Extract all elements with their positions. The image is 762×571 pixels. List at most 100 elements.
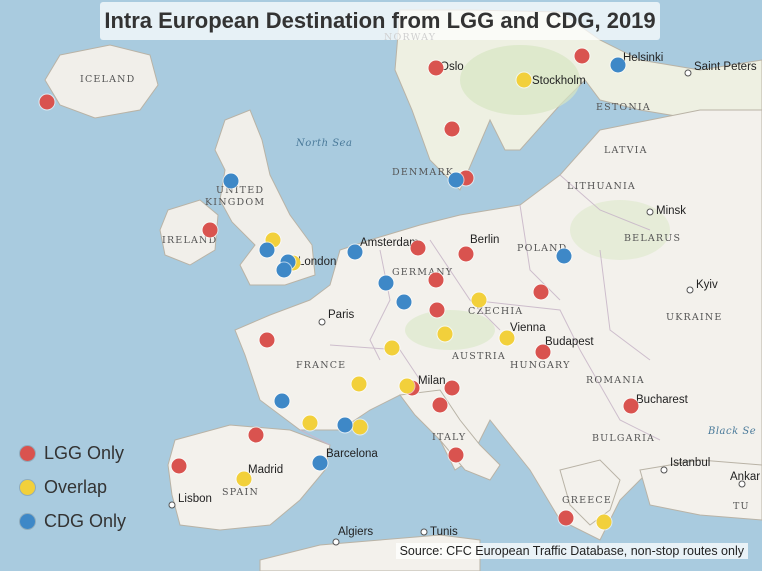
city-label-stockholm: Stockholm [532,75,586,87]
legend-label: CDG Only [44,510,127,531]
destination-marker-cdg[interactable] [396,294,412,310]
city-label-paris: Paris [328,309,355,321]
city-label-tunis: Tunis [430,526,458,538]
greece-land [559,459,621,526]
country-label-ukraine: UKRAINE [666,312,723,323]
destination-marker-overlap[interactable] [399,378,415,394]
city-label-algiers: Algiers [338,526,374,538]
destination-marker-cdg[interactable] [274,393,290,409]
country-label-germany: GERMANY [392,267,454,278]
destination-marker-lgg[interactable] [429,302,445,318]
city-label-minsk: Minsk [656,205,687,217]
map-title-box: Intra European Destination from LGG and … [100,2,660,40]
city-label-amsterdam: Amsterdam [360,237,419,249]
destination-marker-cdg[interactable] [448,172,464,188]
destination-marker-lgg[interactable] [428,60,444,76]
city-marker-ankara [738,480,746,488]
city-label-vienna: Vienna [510,322,546,334]
city-label-budapest: Budapest [545,336,594,348]
legend-item-lgg: LGG Only [20,436,180,470]
city-marker-stpeters [684,69,692,77]
city-marker-lisbon [168,501,176,509]
country-label-ireland: IRELAND [162,235,218,246]
city-marker-paris [318,318,326,326]
destination-marker-cdg[interactable] [378,275,394,291]
destination-marker-overlap[interactable] [302,415,318,431]
destination-marker-lgg[interactable] [428,272,444,288]
city-marker-kyiv [686,286,694,294]
city-label-berlin: Berlin [470,234,500,246]
city-label-oslo: Oslo [440,61,464,73]
destination-marker-overlap[interactable] [351,376,367,392]
destination-marker-cdg[interactable] [556,248,572,264]
country-label-bulgaria: BULGARIA [592,433,656,444]
destination-marker-overlap[interactable] [499,330,515,346]
destination-marker-overlap[interactable] [236,471,252,487]
destination-marker-overlap[interactable] [352,419,368,435]
destination-marker-overlap[interactable] [516,72,532,88]
destination-marker-cdg[interactable] [276,262,292,278]
destination-marker-lgg[interactable] [458,246,474,262]
country-label-iceland: ICELAND [80,74,136,85]
destination-marker-overlap[interactable] [384,340,400,356]
country-label-czechia: CZECHIA [468,306,524,317]
destination-marker-lgg[interactable] [444,380,460,396]
destination-marker-lgg[interactable] [535,344,551,360]
iceland-land [44,44,159,119]
great-britain-land [214,109,316,286]
destination-marker-lgg[interactable] [202,222,218,238]
destination-marker-lgg[interactable] [259,332,275,348]
city-marker-minsk [646,208,654,216]
sea-label-north-sea: North Sea [296,138,353,149]
city-label-bucharest: Bucharest [636,394,688,406]
destination-marker-cdg[interactable] [223,173,239,189]
italy-land [399,389,501,481]
destination-marker-overlap[interactable] [437,326,453,342]
destination-marker-cdg[interactable] [610,57,626,73]
destination-marker-cdg[interactable] [312,455,328,471]
source-note: Source: CFC European Traffic Database, n… [395,543,748,559]
destination-marker-cdg[interactable] [259,242,275,258]
city-label-milan: Milan [418,375,446,387]
country-label-poland: POLAND [517,243,568,254]
destination-marker-overlap[interactable] [596,514,612,530]
country-label-spain: SPAIN [222,487,259,498]
city-label-london: London [298,256,337,268]
country-label-latvia: LATVIA [604,145,648,156]
destination-marker-lgg[interactable] [558,510,574,526]
city-label-ankara: Ankar [730,471,761,483]
city-marker-istanbul [660,466,668,474]
legend-item-cdg: CDG Only [20,504,180,538]
city-label-helsinki: Helsinki [623,52,664,64]
destination-marker-lgg[interactable] [171,458,187,474]
destination-marker-lgg[interactable] [410,240,426,256]
legend-swatch-overlap [20,479,35,495]
destination-marker-lgg[interactable] [432,397,448,413]
country-label-italy: ITALY [432,432,467,443]
destination-marker-overlap[interactable] [471,292,487,308]
legend-label: Overlap [44,476,108,497]
map-title: Intra European Destination from LGG and … [104,8,656,33]
city-label-barcelona: Barcelona [326,448,378,460]
destination-marker-lgg[interactable] [574,48,590,64]
turkey-land [639,459,762,521]
city-label-saint-peters: Saint Peters [694,61,757,73]
destination-marker-lgg[interactable] [39,94,55,110]
destination-marker-cdg[interactable] [337,417,353,433]
forest-poland [570,200,670,260]
destination-marker-lgg[interactable] [444,121,460,137]
sea-label-black-sea: Black Se [708,426,757,437]
city-marker-algiers [332,538,340,546]
destination-marker-cdg[interactable] [347,244,363,260]
country-label-belarus: BELARUS [624,233,682,244]
legend-label: LGG Only [44,442,125,463]
country-label-france: FRANCE [296,360,347,371]
country-label-estonia: ESTONIA [596,102,651,113]
destination-marker-lgg[interactable] [448,447,464,463]
destination-marker-lgg[interactable] [623,398,639,414]
destination-marker-lgg[interactable] [248,427,264,443]
city-marker-tunis [420,528,428,536]
city-label-kyiv: Kyiv [696,279,718,291]
destination-marker-lgg[interactable] [533,284,549,300]
